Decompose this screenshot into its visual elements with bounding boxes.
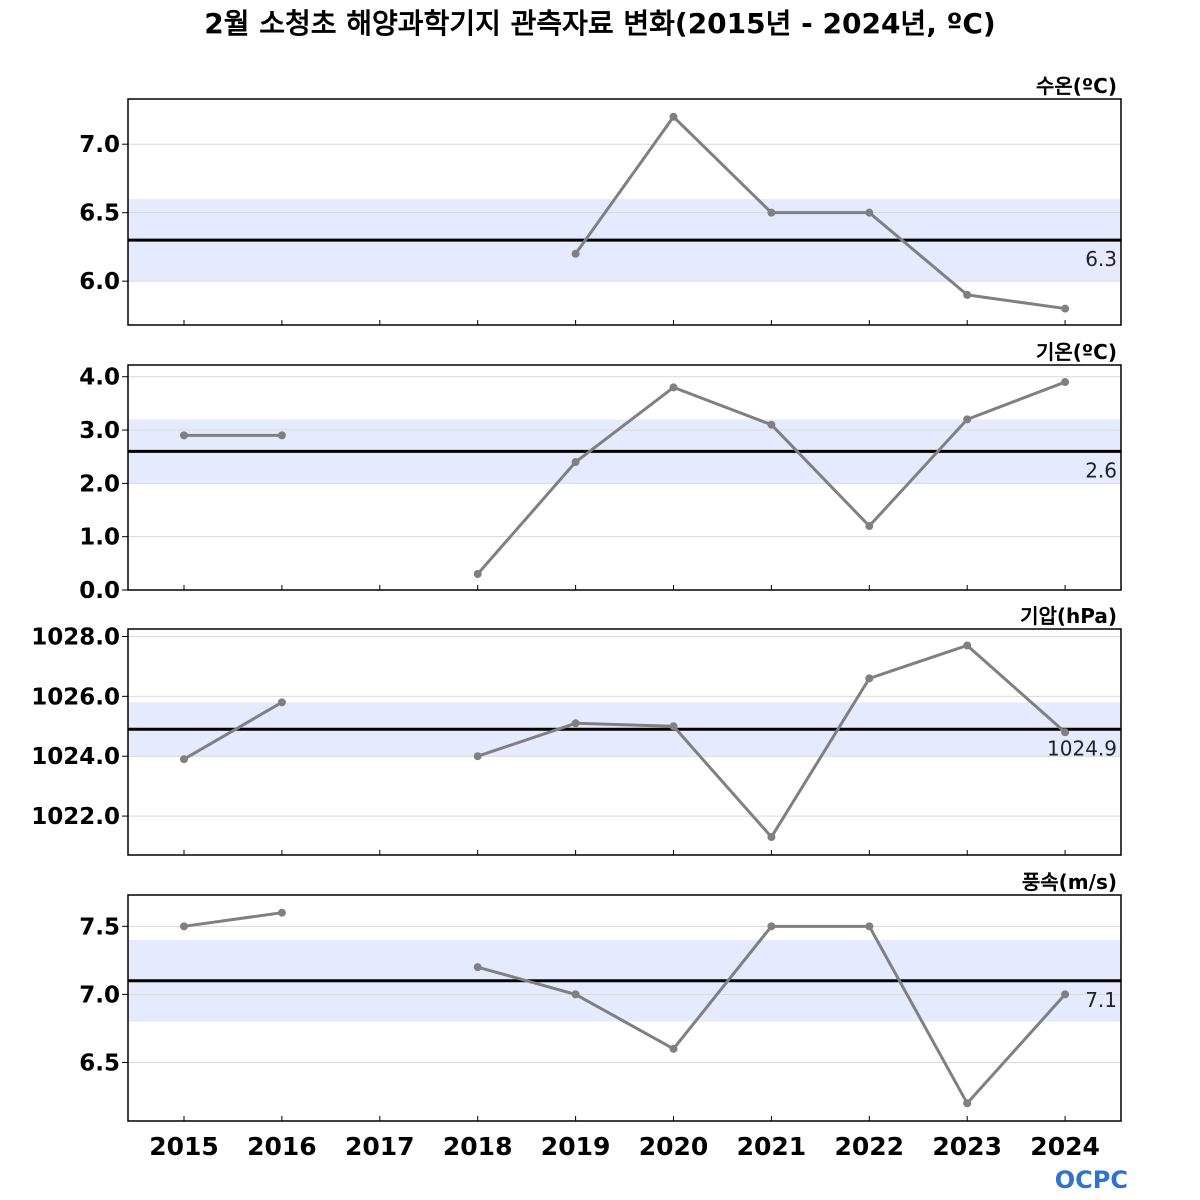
data-point — [1061, 990, 1070, 999]
data-point — [571, 719, 580, 728]
data-point — [865, 922, 874, 931]
y-tick-label: 1028.0 — [31, 624, 120, 650]
data-point — [180, 755, 188, 764]
data-point — [473, 752, 482, 761]
panel-3: 6.5 7.0 7.5 7.1 풍속(m/s) — [79, 870, 1122, 1122]
data-point — [277, 908, 286, 917]
panel-unit-label: 수온(ºC) — [1036, 74, 1117, 98]
x-tick-label: 2017 — [345, 1132, 415, 1161]
y-tick-label: 6.0 — [79, 269, 120, 295]
plot-frame — [127, 628, 1122, 856]
data-point — [277, 431, 286, 440]
mean-value-label: 1024.9 — [1047, 736, 1117, 760]
panel-unit-label: 풍속(m/s) — [1022, 870, 1117, 894]
chart-panels: 6.0 6.5 7.0 6.3 수온(ºC) 0.0 1.0 2.0 3.0 4.0 2.6 기온(º… — [31, 74, 1122, 1122]
series-line — [183, 701, 283, 761]
y-tick-label: 7.0 — [79, 982, 120, 1008]
x-tick-label: 2019 — [541, 1132, 611, 1161]
y-tick-label: 7.5 — [79, 914, 120, 940]
y-tick-label: 6.5 — [79, 1050, 120, 1076]
y-tick-label: 6.5 — [79, 201, 120, 227]
y-tick-label: 3.0 — [79, 418, 120, 444]
data-point — [669, 1044, 678, 1053]
x-tick-label: 2023 — [932, 1132, 1002, 1161]
data-point — [865, 208, 874, 217]
data-point — [571, 990, 580, 999]
chart-title: 2월 소청초 해양과학기지 관측자료 변화(2015년 - 2024년, ºC) — [204, 7, 995, 40]
data-point — [473, 963, 482, 972]
data-point — [571, 249, 580, 258]
x-tick-label: 2021 — [737, 1132, 807, 1161]
y-tick-label: 1026.0 — [31, 684, 120, 710]
series-line — [574, 115, 1066, 311]
panel-2: 1022.0 1024.0 1026.0 1028.0 1024.9 기압(hPa) — [31, 604, 1122, 856]
data-point — [865, 674, 874, 683]
plot-frame — [127, 364, 1122, 591]
mean-value-label: 6.3 — [1085, 247, 1117, 271]
data-point — [473, 570, 482, 579]
panel-unit-label: 기온(ºC) — [1036, 340, 1117, 364]
x-tick-label: 2020 — [639, 1132, 709, 1161]
mean-value-label: 7.1 — [1085, 988, 1117, 1012]
data-point — [1061, 378, 1070, 387]
ocpc-logo: OCPC — [1055, 1166, 1128, 1194]
data-point — [1061, 728, 1070, 737]
panel-1: 0.0 1.0 2.0 3.0 4.0 2.6 기온(ºC) — [79, 340, 1122, 604]
x-tick-label: 2015 — [149, 1132, 219, 1161]
y-tick-label: 1024.0 — [31, 744, 120, 770]
data-point — [180, 431, 188, 440]
data-point — [767, 833, 776, 842]
data-point — [865, 522, 874, 531]
data-point — [669, 383, 678, 392]
data-point — [277, 698, 286, 707]
data-point — [963, 290, 972, 299]
data-point — [571, 458, 580, 467]
y-tick-label: 2.0 — [79, 471, 120, 497]
x-axis: 2015 2016 2017 2018 2019 2020 2021 2022 2023 2024 — [149, 1132, 1100, 1161]
x-tick-label: 2016 — [247, 1132, 317, 1161]
data-point — [767, 208, 776, 217]
y-tick-label: 0.0 — [79, 578, 120, 604]
y-tick-label: 1.0 — [79, 525, 120, 551]
y-tick-label: 1022.0 — [31, 804, 120, 830]
series-line — [183, 911, 283, 928]
data-point — [963, 1099, 972, 1108]
data-point — [963, 641, 972, 650]
x-tick-label: 2024 — [1030, 1132, 1100, 1161]
mean-value-label: 2.6 — [1085, 458, 1117, 482]
data-point — [669, 722, 678, 731]
data-point — [767, 922, 776, 931]
plot-frame — [127, 894, 1122, 1122]
x-tick-label: 2022 — [835, 1132, 905, 1161]
data-point — [669, 112, 678, 121]
y-tick-label: 4.0 — [79, 365, 120, 391]
data-point — [180, 922, 188, 931]
plot-frame — [127, 98, 1122, 326]
data-point — [1061, 304, 1070, 313]
panel-unit-label: 기압(hPa) — [1020, 604, 1117, 628]
data-point — [767, 420, 776, 429]
data-point — [963, 415, 972, 424]
x-tick-label: 2018 — [443, 1132, 513, 1161]
y-tick-label: 7.0 — [79, 132, 120, 158]
panel-0: 6.0 6.5 7.0 6.3 수온(ºC) — [79, 74, 1122, 326]
